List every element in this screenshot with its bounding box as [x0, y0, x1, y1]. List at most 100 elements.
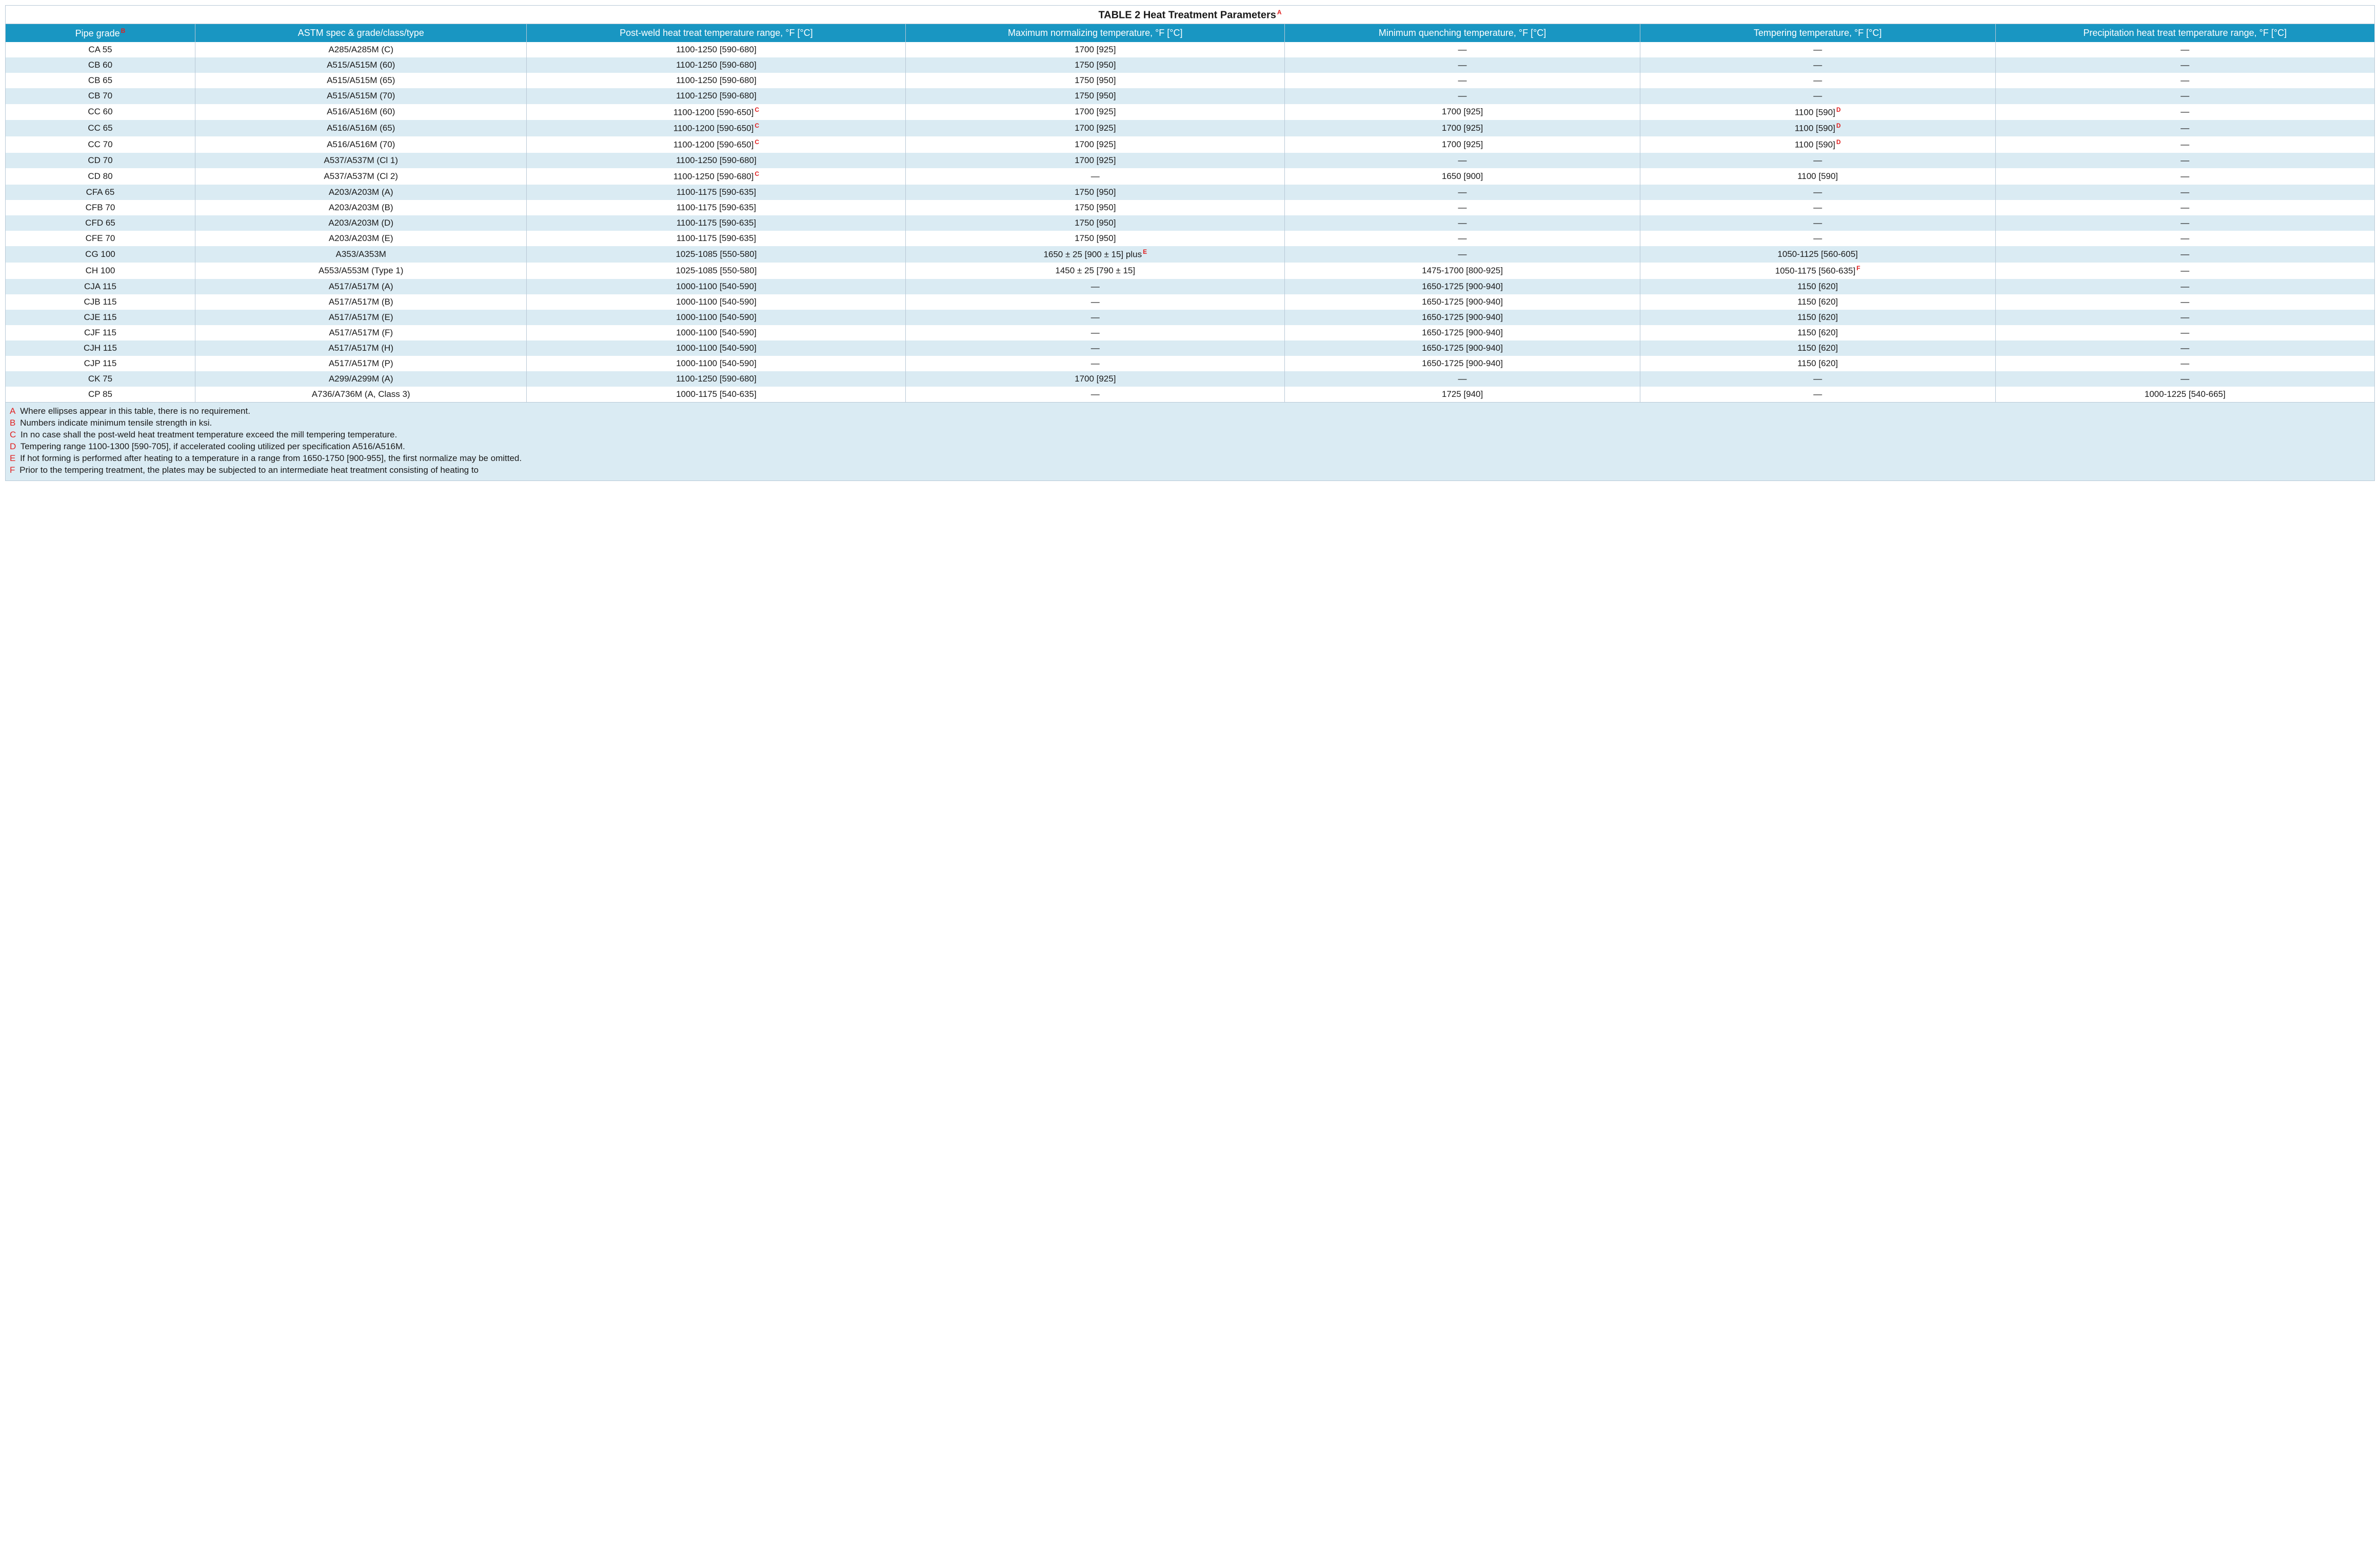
table-cell: A299/A299M (A)	[195, 371, 527, 387]
table-container: TABLE 2 Heat Treatment ParametersA Pipe …	[5, 5, 2375, 481]
footnote: E If hot forming is performed after heat…	[10, 453, 2370, 465]
cell-value: 1050-1175 [560-635]	[1775, 266, 1856, 275]
table-cell: —	[1995, 185, 2374, 200]
cell-value: 1025-1085 [550-580]	[676, 266, 757, 275]
cell-value: 1100-1200 [590-650]	[673, 124, 754, 133]
cell-value: —	[1458, 155, 1467, 165]
cell-value: —	[1091, 328, 1100, 337]
cell-value: —	[2180, 297, 2189, 307]
footnote: F Prior to the tempering treatment, the …	[10, 465, 2370, 476]
title-sup: A	[1276, 9, 1282, 16]
cell-value: 1100 [590]	[1795, 107, 1835, 117]
cell-value: A515/A515M (70)	[327, 91, 395, 101]
cell-value: 1100 [590]	[1795, 124, 1835, 133]
footnote-text: If hot forming is performed after heatin…	[17, 453, 522, 463]
table-cell: —	[1285, 371, 1640, 387]
cell-value: A553/A553M (Type 1)	[319, 266, 403, 275]
cell-value: —	[2180, 374, 2189, 384]
cell-value: —	[1458, 187, 1467, 197]
cell-value: 1100 [590]	[1797, 171, 1838, 181]
cell-value: 1700 [925]	[1075, 45, 1116, 54]
table-cell: —	[1640, 57, 1995, 73]
cell-value: 1750 [950]	[1075, 60, 1116, 70]
table-cell: A517/A517M (E)	[195, 310, 527, 325]
cell-sup: D	[1835, 122, 1841, 129]
table-cell: —	[1995, 263, 2374, 279]
column-header-label: Post-weld heat treat temperature range, …	[620, 28, 813, 38]
table-cell: 1050-1175 [560-635]F	[1640, 263, 1995, 279]
cell-value: —	[1813, 75, 1822, 85]
cell-value: —	[2180, 91, 2189, 101]
table-title-text: TABLE 2 Heat Treatment Parameters	[1098, 10, 1276, 21]
table-cell: CC 70	[6, 136, 195, 153]
cell-value: CFE 70	[86, 233, 115, 243]
table-row: CC 65A516/A516M (65)1100-1200 [590-650]C…	[6, 120, 2374, 136]
cell-value: —	[1091, 297, 1100, 307]
table-cell: 1100-1200 [590-650]C	[527, 104, 906, 121]
cell-value: A516/A516M (70)	[327, 139, 395, 149]
table-cell: 1100-1250 [590-680]	[527, 57, 906, 73]
cell-value: 1100-1175 [590-635]	[677, 203, 756, 212]
cell-sup: D	[1835, 138, 1841, 146]
table-row: CD 70A537/A537M (Cl 1)1100-1250 [590-680…	[6, 153, 2374, 168]
cell-value: CJP 115	[84, 358, 117, 368]
cell-value: CD 80	[88, 171, 112, 181]
table-row: CB 60A515/A515M (60)1100-1250 [590-680]1…	[6, 57, 2374, 73]
table-cell: 1100-1250 [590-680]	[527, 88, 906, 104]
cell-value: —	[2180, 155, 2189, 165]
table-cell: 1100-1250 [590-680]	[527, 153, 906, 168]
table-row: CC 60A516/A516M (60)1100-1200 [590-650]C…	[6, 104, 2374, 121]
cell-value: 1100-1250 [590-680]	[676, 374, 757, 384]
cell-value: 1150 [620]	[1797, 297, 1838, 307]
footnote: C In no case shall the post-weld heat tr…	[10, 429, 2370, 441]
cell-value: —	[1091, 389, 1100, 399]
cell-sup: C	[753, 106, 759, 113]
cell-value: —	[2180, 75, 2189, 85]
table-row: CP 85A736/A736M (A, Class 3)1000-1175 [5…	[6, 387, 2374, 402]
table-cell: —	[906, 168, 1285, 185]
table-cell: —	[1640, 185, 1995, 200]
table-cell: 1100 [590]	[1640, 168, 1995, 185]
cell-value: 1650 ± 25 [900 ± 15] plus	[1043, 250, 1142, 259]
cell-sup: C	[753, 138, 759, 146]
cell-value: CC 65	[88, 123, 112, 133]
table-cell: A736/A736M (A, Class 3)	[195, 387, 527, 402]
cell-value: A517/A517M (A)	[329, 282, 393, 291]
table-cell: 1700 [925]	[906, 153, 1285, 168]
table-cell: 1750 [950]	[906, 215, 1285, 231]
cell-value: —	[1813, 203, 1822, 212]
cell-value: —	[1458, 45, 1467, 54]
table-cell: A517/A517M (P)	[195, 356, 527, 371]
cell-value: —	[2180, 45, 2189, 54]
table-cell: 1650-1725 [900-940]	[1285, 356, 1640, 371]
cell-value: A517/A517M (E)	[329, 312, 393, 322]
table-cell: 1650 ± 25 [900 ± 15] plusE	[906, 246, 1285, 263]
cell-value: —	[1813, 233, 1822, 243]
table-cell: 1150 [620]	[1640, 325, 1995, 340]
cell-value: CH 100	[86, 266, 115, 275]
table-cell: —	[1995, 57, 2374, 73]
table-cell: —	[1640, 387, 1995, 402]
table-cell: 1650-1725 [900-940]	[1285, 325, 1640, 340]
table-cell: 1000-1100 [540-590]	[527, 325, 906, 340]
cell-value: —	[2180, 187, 2189, 197]
table-cell: —	[1995, 279, 2374, 294]
table-cell: 1700 [925]	[906, 104, 1285, 121]
cell-value: 1700 [925]	[1075, 155, 1116, 165]
table-cell: 1650-1725 [900-940]	[1285, 310, 1640, 325]
cell-value: 1650-1725 [900-940]	[1422, 328, 1503, 337]
table-cell: CP 85	[6, 387, 195, 402]
cell-value: 1700 [925]	[1075, 374, 1116, 384]
cell-value: A515/A515M (60)	[327, 60, 395, 70]
table-cell: A353/A353M	[195, 246, 527, 263]
table-cell: —	[906, 340, 1285, 356]
table-cell: 1100-1175 [590-635]	[527, 185, 906, 200]
table-cell: 1700 [925]	[1285, 120, 1640, 136]
column-header-label: Tempering temperature, °F [°C]	[1754, 28, 1882, 38]
cell-value: 1100-1250 [590-680]	[676, 91, 757, 101]
cell-value: A517/A517M (P)	[329, 358, 393, 368]
table-cell: —	[1995, 42, 2374, 57]
cell-value: CJE 115	[84, 312, 116, 322]
cell-sup: E	[1142, 248, 1147, 255]
cell-value: 1700 [925]	[1075, 123, 1116, 133]
